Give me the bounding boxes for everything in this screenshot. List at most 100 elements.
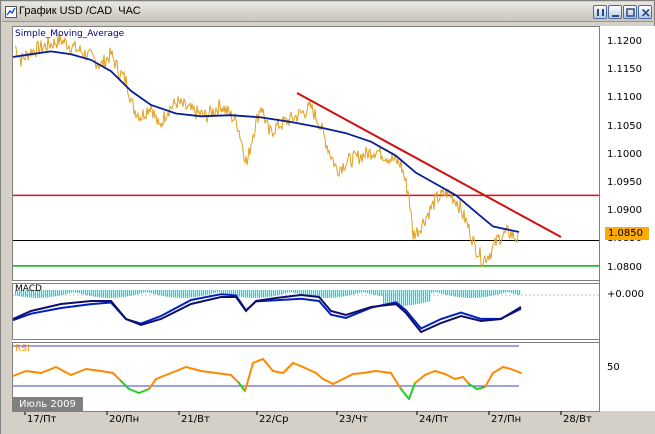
macd-histogram-bar <box>343 290 345 297</box>
rsi-segment <box>230 374 240 384</box>
rsi-segment <box>148 378 157 390</box>
macd-histogram-bar <box>245 290 247 298</box>
macd-histogram-bar <box>85 290 87 295</box>
time-tick-label: 27/Пн <box>491 414 522 425</box>
macd-histogram-bar <box>153 290 155 294</box>
macd-histogram-bar <box>61 290 63 296</box>
macd-histogram-bar <box>109 290 111 298</box>
macd-histogram-bar <box>263 290 265 298</box>
macd-histogram-bar <box>297 290 299 294</box>
macd-histogram-bar <box>375 290 377 296</box>
macd-histogram-bar <box>217 290 219 293</box>
maximize-button[interactable] <box>623 5 637 19</box>
macd-histogram-bar <box>269 290 271 297</box>
macd-histogram-bar <box>47 290 49 298</box>
close-icon <box>641 8 650 17</box>
macd-histogram-bar <box>385 290 387 306</box>
rsi-segment <box>12 370 27 377</box>
macd-histogram-bar <box>89 290 91 296</box>
macd-histogram-bar <box>155 290 157 295</box>
macd-histogram-bar <box>167 290 169 297</box>
minimize-icon <box>612 15 619 17</box>
price-tick-label: 1.1200 <box>607 35 642 47</box>
minimize-button[interactable] <box>608 5 622 19</box>
rsi-segment <box>128 388 140 394</box>
period-tag: Июль 2009 <box>13 397 83 412</box>
macd-histogram-bar <box>233 290 235 296</box>
macd-histogram-bar <box>163 290 165 297</box>
price-tick-label: 1.1000 <box>607 148 642 160</box>
macd-histogram-bar <box>279 290 281 295</box>
price-tick-label: 1.1150 <box>607 64 642 76</box>
macd-histogram-bar <box>295 290 297 294</box>
macd-histogram-bar <box>361 290 363 293</box>
macd-histogram-bar <box>235 290 237 297</box>
macd-histogram-bar <box>137 290 139 295</box>
macd-histogram-bar <box>431 290 433 293</box>
macd-histogram-bar <box>209 290 211 295</box>
macd-histogram-bar <box>121 290 123 298</box>
macd-histogram-bar <box>149 290 151 293</box>
macd-histogram-bar <box>123 290 125 297</box>
time-tick-label: 20/Пн <box>109 414 140 425</box>
restore-button[interactable] <box>593 5 607 19</box>
rsi-segment <box>215 372 232 376</box>
macd-histogram-bar <box>401 290 403 306</box>
macd-histogram-bar <box>141 290 143 294</box>
macd-histogram-bar <box>411 290 413 306</box>
macd-indicator-label: MACD <box>15 284 42 294</box>
time-tick-label: 24/Пт <box>419 414 449 425</box>
macd-histogram-bar <box>133 290 135 296</box>
macd-histogram-bar <box>485 290 487 297</box>
rsi-segment <box>434 370 446 375</box>
macd-histogram-bar <box>251 290 253 298</box>
macd-histogram-bar <box>383 290 385 305</box>
chart-area[interactable] <box>12 26 599 411</box>
rsi-tick-label: 50 <box>607 362 620 373</box>
rsi-segment <box>492 366 504 374</box>
macd-histogram-bar <box>429 290 431 302</box>
macd-histogram-bar <box>49 290 51 298</box>
macd-histogram-bar <box>199 290 201 297</box>
macd-histogram-bar <box>211 290 213 294</box>
macd-histogram-bar <box>19 290 21 297</box>
macd-histogram-bar <box>435 290 437 293</box>
macd-histogram-bar <box>377 290 379 296</box>
macd-histogram-bar <box>93 290 95 297</box>
rsi-segment <box>414 374 426 384</box>
time-tick-label: 28/Вт <box>563 414 592 425</box>
macd-histogram-bar <box>317 290 319 298</box>
macd-histogram-bar <box>67 290 69 294</box>
title-bar[interactable]: График USD /CAD ЧАС <box>2 2 653 22</box>
macd-histogram-bar <box>219 290 221 293</box>
macd-histogram-bar <box>503 290 505 293</box>
rsi-segment <box>332 378 344 385</box>
macd-histogram-bar <box>69 290 71 294</box>
macd-histogram-bar <box>177 290 179 298</box>
macd-histogram-bar <box>305 290 307 296</box>
macd-histogram-bar <box>359 290 361 293</box>
rsi-segment <box>25 370 42 374</box>
macd-histogram-bar <box>345 290 347 297</box>
macd-histogram-bar <box>407 290 409 306</box>
macd-histogram-bar <box>479 290 481 298</box>
macd-histogram-bar <box>511 290 513 294</box>
rsi-segment <box>100 370 114 374</box>
macd-histogram-bar <box>241 290 243 298</box>
macd-histogram-bar <box>367 290 369 294</box>
price-tick-label: 1.0800 <box>607 261 642 273</box>
macd-histogram-bar <box>495 290 497 295</box>
macd-histogram-bar <box>477 290 479 298</box>
macd-histogram-bar <box>257 290 259 298</box>
trend-line[interactable] <box>296 92 562 238</box>
macd-histogram-bar <box>21 290 23 297</box>
macd-histogram-bar <box>277 290 279 296</box>
price-series <box>14 34 519 267</box>
rsi-segment <box>342 373 354 380</box>
macd-histogram-bar <box>17 290 19 296</box>
macd-histogram-bar <box>215 290 217 293</box>
macd-histogram-bar <box>389 290 391 306</box>
macd-histogram <box>15 290 521 306</box>
rsi-segment <box>454 376 464 380</box>
close-button[interactable] <box>638 5 652 19</box>
